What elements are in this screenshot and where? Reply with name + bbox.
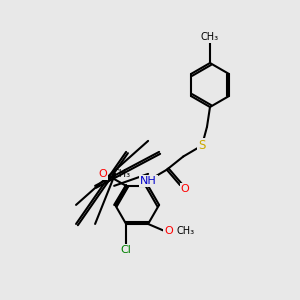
Text: CH₃: CH₃ xyxy=(113,169,131,179)
Text: CH₃: CH₃ xyxy=(176,226,195,236)
Text: O: O xyxy=(164,226,173,236)
Text: Cl: Cl xyxy=(121,245,131,255)
Text: S: S xyxy=(198,139,206,152)
Text: NH: NH xyxy=(140,176,157,186)
Text: O: O xyxy=(98,169,107,179)
Text: CH₃: CH₃ xyxy=(201,32,219,42)
Text: O: O xyxy=(181,184,189,194)
